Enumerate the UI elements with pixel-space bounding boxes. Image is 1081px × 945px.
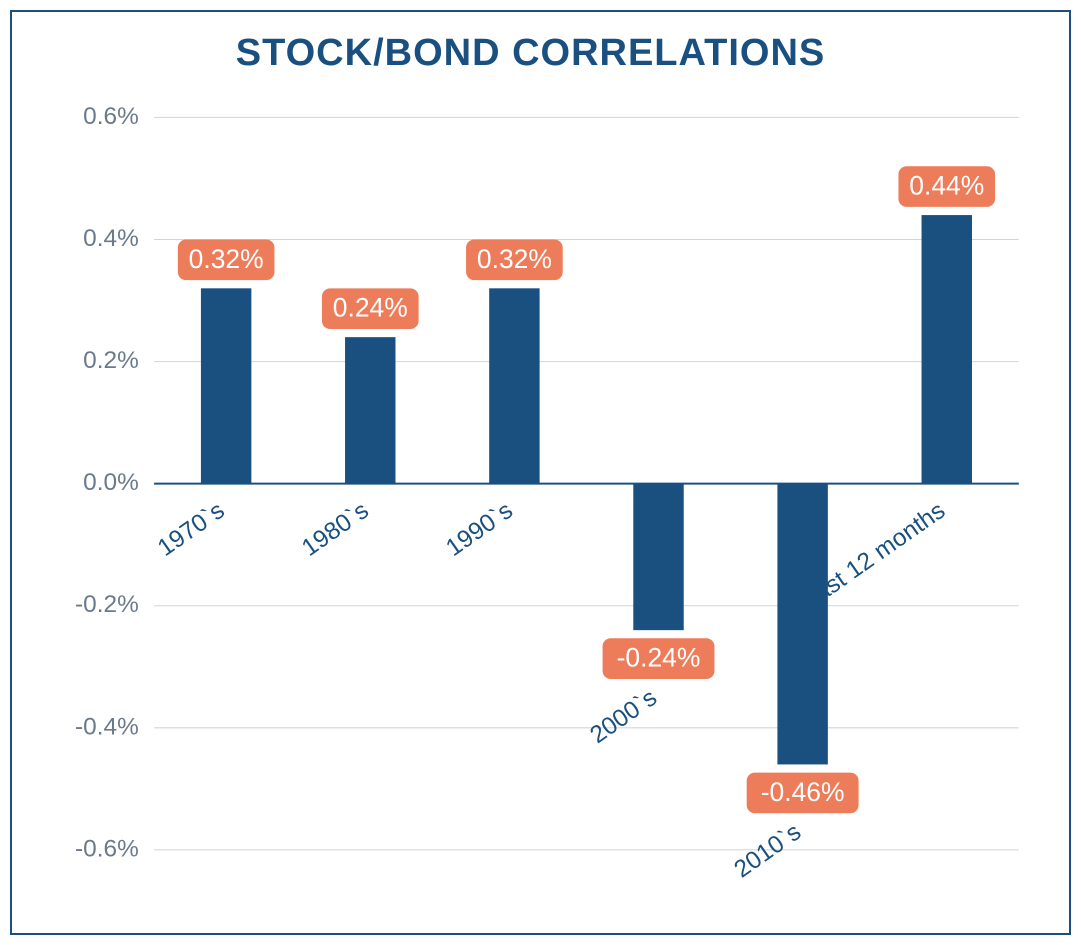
chart-body: -0.6% -0.4% -0.2% 0.0% 0.2% 0.4% 0.6% 0.32% 0.24… bbox=[32, 95, 1029, 913]
svg-text:0.32%: 0.32% bbox=[477, 244, 552, 274]
value-badge: 0.44% bbox=[898, 166, 995, 207]
chart-svg: -0.6% -0.4% -0.2% 0.0% 0.2% 0.4% 0.6% 0.32% 0.24… bbox=[32, 95, 1029, 913]
value-badge: 0.32% bbox=[466, 239, 563, 280]
bar bbox=[777, 484, 827, 765]
bar bbox=[345, 337, 395, 483]
ytick-label: -0.4% bbox=[75, 713, 139, 740]
ytick-label: -0.2% bbox=[75, 591, 139, 618]
value-badge: -0.46% bbox=[747, 773, 859, 814]
ytick-label: 0.6% bbox=[83, 103, 139, 130]
xtick-label: 1980`s bbox=[297, 497, 374, 562]
xtick-label: 2010`s bbox=[729, 818, 806, 883]
value-badge: -0.24% bbox=[603, 638, 715, 679]
ytick-label: 0.0% bbox=[83, 469, 139, 496]
xtick-label: 1990`s bbox=[441, 497, 518, 562]
svg-text:0.32%: 0.32% bbox=[189, 244, 264, 274]
ytick-label: 0.4% bbox=[83, 225, 139, 252]
svg-text:-0.24%: -0.24% bbox=[617, 643, 701, 673]
svg-text:0.24%: 0.24% bbox=[333, 293, 408, 323]
svg-text:-0.46%: -0.46% bbox=[761, 777, 845, 807]
bar bbox=[489, 288, 539, 483]
svg-text:0.44%: 0.44% bbox=[909, 171, 984, 201]
chart-container: STOCK/BOND CORRELATIONS -0.6% -0.4% -0.2% 0… bbox=[10, 10, 1071, 935]
ytick-label: -0.6% bbox=[75, 835, 139, 862]
value-badge: 0.24% bbox=[322, 288, 419, 329]
chart-title: STOCK/BOND CORRELATIONS bbox=[32, 32, 1029, 75]
bar bbox=[633, 484, 683, 630]
value-badge: 0.32% bbox=[178, 239, 275, 280]
bar bbox=[201, 288, 251, 483]
bar bbox=[922, 215, 972, 484]
xtick-label: 2000`s bbox=[585, 684, 662, 749]
ytick-label: 0.2% bbox=[83, 347, 139, 374]
xtick-label: 1970`s bbox=[153, 497, 230, 562]
